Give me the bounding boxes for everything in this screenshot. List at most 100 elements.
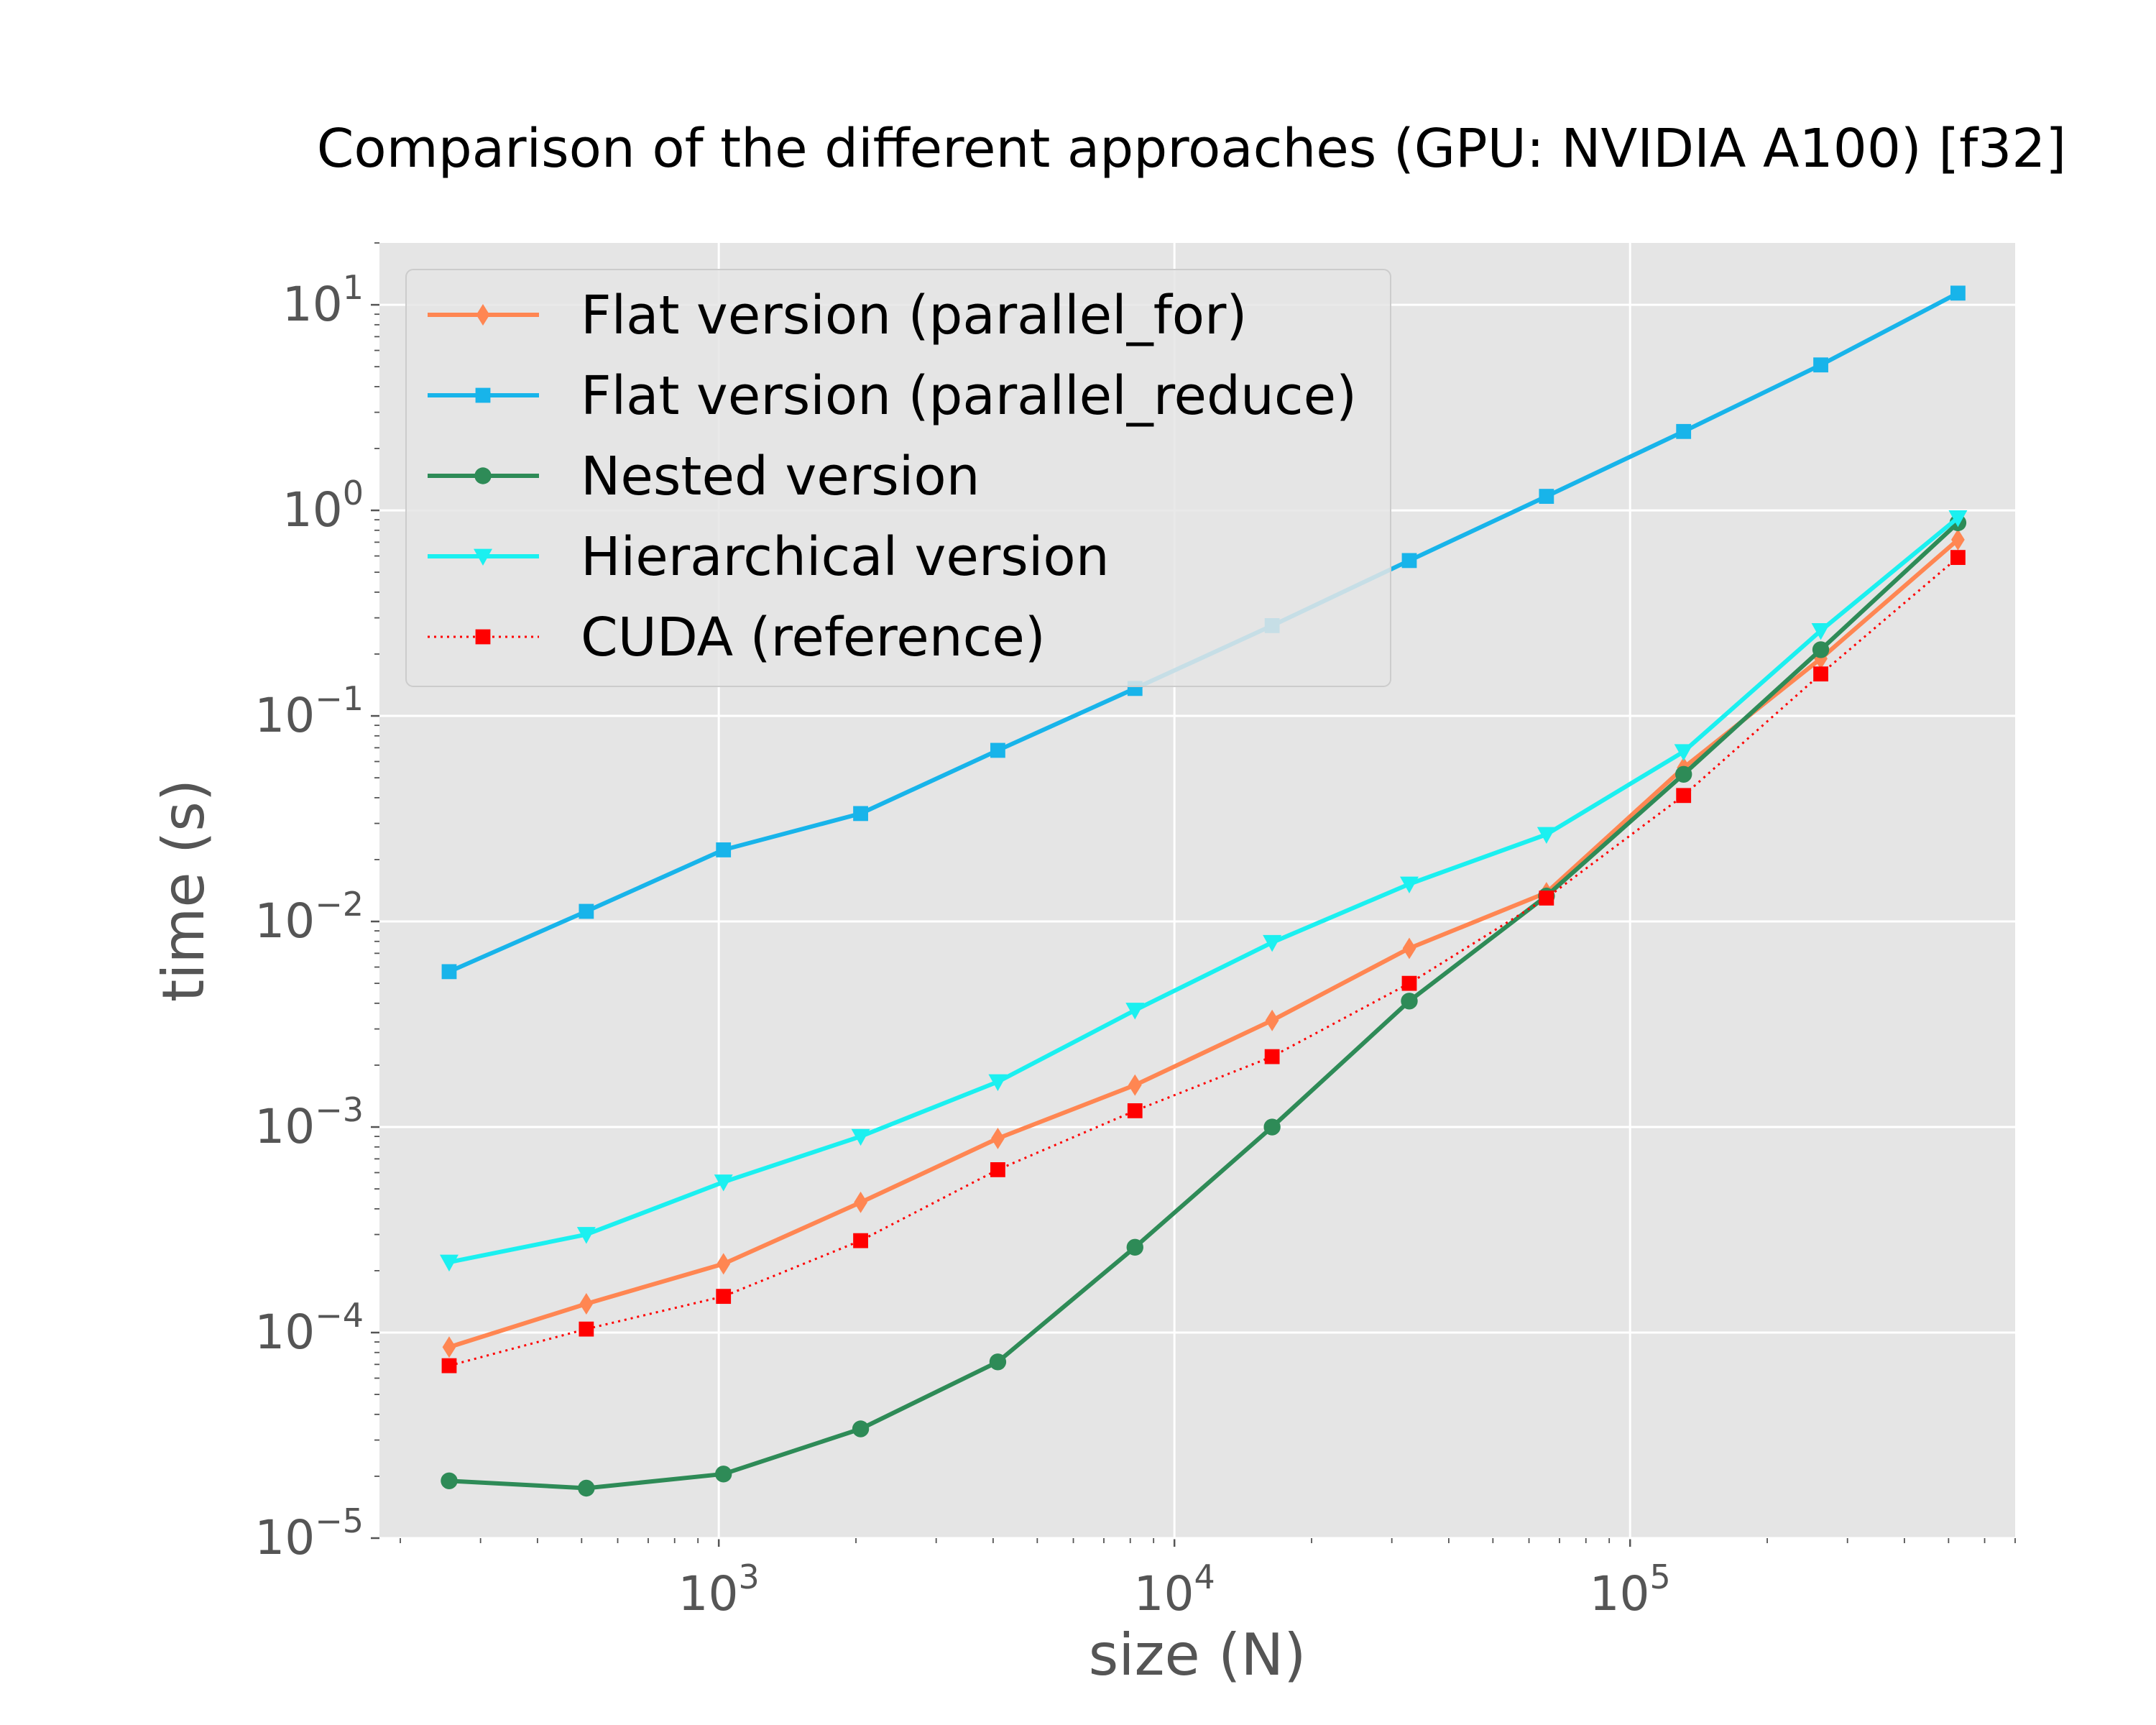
data-point	[1674, 765, 1692, 783]
y-tick-exponent: −3	[315, 1090, 364, 1129]
y-tick-label: 10−4	[254, 1296, 364, 1360]
data-point	[441, 1472, 458, 1489]
data-point	[1401, 993, 1418, 1010]
data-point	[579, 903, 594, 919]
series-line	[448, 516, 1960, 1265]
data-point	[578, 1479, 595, 1497]
data-point	[1125, 1003, 1145, 1020]
data-point	[853, 806, 868, 822]
data-point	[1813, 666, 1828, 682]
data-point	[579, 1321, 594, 1337]
legend-marker	[475, 629, 491, 645]
legend-label: Nested version	[581, 446, 980, 507]
data-point	[1127, 1103, 1143, 1118]
y-tick-label: 10−5	[254, 1501, 364, 1565]
data-point	[853, 1233, 868, 1248]
data-point	[988, 1074, 1008, 1092]
legend-item: Nested version	[428, 446, 980, 507]
data-point	[441, 964, 457, 980]
series-line	[448, 556, 1959, 1367]
data-point	[1126, 1238, 1143, 1256]
y-tick-exponent: 1	[343, 268, 364, 307]
data-point	[1399, 876, 1419, 894]
data-point	[1401, 975, 1417, 991]
data-point	[579, 1293, 594, 1315]
y-tick-base: 10	[282, 277, 343, 332]
data-point	[990, 1162, 1005, 1177]
minor-ticks	[374, 242, 2016, 1543]
legend-marker	[475, 387, 491, 403]
series-line	[448, 521, 1960, 1491]
data-point	[1539, 489, 1554, 504]
data-point	[439, 1254, 459, 1272]
y-tick-base: 10	[254, 1305, 315, 1360]
legend-frame	[405, 269, 1391, 687]
y-tick-base: 10	[254, 1099, 315, 1154]
series-2	[441, 514, 1967, 1497]
data-point	[1265, 1009, 1279, 1031]
y-tick-label: 10−3	[254, 1090, 364, 1154]
legend-item: CUDA (reference)	[428, 607, 1046, 668]
y-tick-label: 10−2	[254, 885, 364, 949]
y-tick-base: 10	[282, 482, 343, 538]
x-tick-exponent: 3	[739, 1558, 760, 1596]
chart-title: Comparison of the different approaches (…	[317, 118, 2067, 180]
y-axis-label: time (s)	[150, 779, 217, 1002]
legend-label: Flat version (parallel_reduce)	[581, 365, 1357, 427]
data-point	[1950, 285, 1966, 301]
data-point	[990, 742, 1005, 758]
series-line	[448, 538, 1960, 1350]
data-point	[1950, 550, 1966, 566]
y-tick-exponent: 0	[343, 474, 364, 512]
x-tick-exponent: 5	[1650, 1558, 1671, 1596]
data-point	[1537, 827, 1556, 845]
series-4	[441, 550, 1966, 1374]
x-tick-label: 104	[1134, 1558, 1215, 1622]
data-point	[1263, 1118, 1281, 1136]
data-point	[716, 1289, 732, 1305]
y-tick-label: 101	[282, 268, 364, 332]
legend-label: CUDA (reference)	[581, 607, 1046, 668]
data-point	[1951, 528, 1965, 551]
y-tick-exponent: −5	[315, 1501, 364, 1540]
data-point	[1264, 1049, 1280, 1064]
data-point	[1676, 423, 1692, 439]
legend: Flat version (parallel_for) Flat version …	[405, 269, 1391, 687]
data-point	[1401, 553, 1417, 569]
data-point	[1813, 357, 1828, 373]
data-point	[989, 1353, 1007, 1371]
legend-item: Hierarchical version	[428, 526, 1110, 588]
data-point	[851, 1128, 870, 1146]
x-tick-label: 105	[1590, 1558, 1671, 1622]
data-point	[852, 1420, 870, 1438]
y-tick-base: 10	[254, 688, 315, 743]
data-point	[1811, 622, 1830, 640]
x-tick-base: 10	[1590, 1566, 1650, 1622]
y-tick-exponent: −1	[315, 679, 364, 718]
data-point	[1402, 937, 1416, 960]
legend-marker	[476, 304, 490, 326]
x-tick-base: 10	[678, 1566, 739, 1622]
legend-item: Flat version (parallel_reduce)	[428, 365, 1357, 427]
legend-item: Flat version (parallel_for)	[428, 285, 1247, 346]
data-point	[714, 1466, 732, 1483]
data-point	[854, 1191, 867, 1213]
data-point	[1128, 1074, 1142, 1096]
x-tick-label: 103	[678, 1558, 760, 1622]
series-3	[439, 510, 1968, 1272]
data-point	[1263, 934, 1282, 952]
y-tick-exponent: −4	[315, 1296, 364, 1335]
y-tick-label: 10−1	[254, 679, 364, 743]
data-point	[1812, 641, 1830, 658]
data-point	[576, 1227, 596, 1244]
y-tick-base: 10	[254, 893, 315, 949]
x-tick-labels: 103 104 105	[678, 1558, 1671, 1622]
data-point	[442, 1336, 456, 1358]
data-point	[716, 842, 732, 857]
data-point	[1814, 648, 1828, 670]
data-point	[1674, 744, 1693, 761]
data-point	[441, 1358, 457, 1374]
data-point	[714, 1174, 733, 1192]
